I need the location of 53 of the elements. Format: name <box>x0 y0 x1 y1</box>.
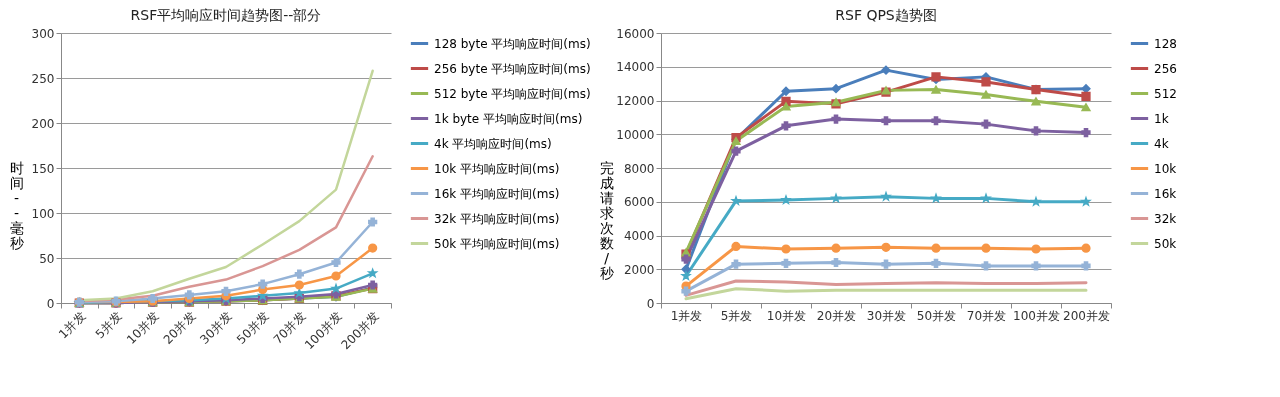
legend-label: 10k 平均响应时间(ms) <box>434 161 560 176</box>
y-axis-title: 时间--毫秒 <box>9 159 24 251</box>
y-tick-label: 4000 <box>623 229 655 243</box>
x-tick-label: 1并发 <box>670 308 703 323</box>
legend-label: 4k 平均响应时间(ms) <box>434 136 552 151</box>
legend-label: 256 byte 平均响应时间(ms) <box>434 61 591 76</box>
legend-label: 1k <box>1154 111 1169 126</box>
x-tick-label: 5并发 <box>92 309 125 342</box>
legend-label: 1k byte 平均响应时间(ms) <box>434 111 583 126</box>
legend-label: 32k <box>1154 211 1177 226</box>
legend-label: 512 byte 平均响应时间(ms) <box>434 86 591 101</box>
x-tick-label: 5并发 <box>720 308 753 323</box>
x-tick-label: 50并发 <box>233 309 272 347</box>
x-tick-label: 20并发 <box>816 308 857 323</box>
legend-label: 32k 平均响应时间(ms) <box>434 211 560 226</box>
legend-label: 50k <box>1154 236 1177 251</box>
y-tick-label: 16000 <box>616 26 655 41</box>
legend-label: 16k 平均响应时间(ms) <box>434 186 560 201</box>
x-tick-label: 10并发 <box>766 308 807 323</box>
y-tick-label: 300 <box>31 26 55 41</box>
legend-label: 512 <box>1154 86 1177 101</box>
chart-title: RSF QPS趋势图 <box>835 7 937 23</box>
y-tick-label: 150 <box>31 161 55 176</box>
x-tick-label: 70并发 <box>966 308 1007 323</box>
x-tick-label: 50并发 <box>916 308 957 323</box>
legend-label: 128 byte 平均响应时间(ms) <box>434 36 591 51</box>
y-axis-title: 完成请求次数/秒 <box>599 159 614 281</box>
x-tick-label: 1并发 <box>56 309 89 342</box>
x-tick-label: 30并发 <box>197 309 235 347</box>
y-tick-label: 100 <box>31 206 55 221</box>
legend-label: 50k 平均响应时间(ms) <box>434 236 560 251</box>
y-tick-label: 12000 <box>616 94 655 108</box>
y-tick-label: 8000 <box>623 161 655 176</box>
legend-label: 10k <box>1154 161 1177 176</box>
x-tick-label: 30并发 <box>866 308 907 323</box>
y-tick-label: 0 <box>646 296 655 311</box>
y-tick-label: 6000 <box>623 195 655 210</box>
y-tick-label: 10000 <box>616 127 655 142</box>
x-tick-label: 100并发 <box>1013 308 1060 323</box>
x-tick-label: 10并发 <box>123 309 162 347</box>
chart-title: RSF平均响应时间趋势图--部分 <box>130 7 322 23</box>
y-tick-label: 200 <box>31 116 55 131</box>
y-tick-label: 0 <box>46 296 55 311</box>
y-tick-label: 2000 <box>623 262 655 277</box>
x-tick-label: 20并发 <box>160 309 199 347</box>
legend-label: 256 <box>1154 61 1177 76</box>
y-tick-label: 14000 <box>616 60 655 75</box>
y-tick-label: 50 <box>39 251 55 266</box>
y-tick-label: 250 <box>31 71 55 86</box>
x-tick-label: 200并发 <box>1063 308 1110 323</box>
legend-label: 128 <box>1154 36 1177 51</box>
legend-label: 16k <box>1154 186 1177 201</box>
legend-label: 4k <box>1154 136 1169 151</box>
